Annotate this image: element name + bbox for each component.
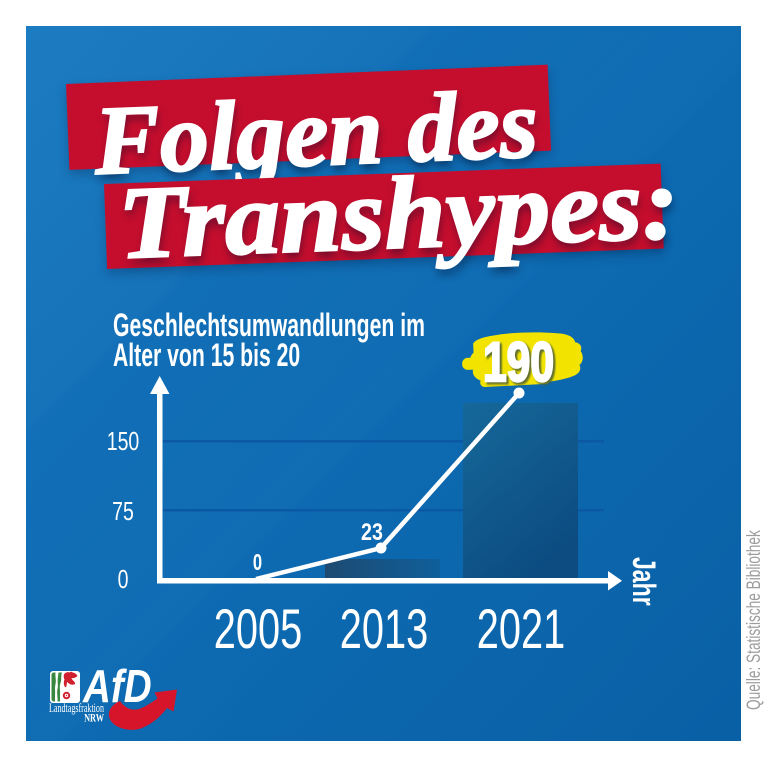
svg-text:2013: 2013: [340, 598, 428, 660]
svg-text:190: 190: [483, 330, 554, 393]
svg-text:Jahr: Jahr: [626, 557, 662, 606]
svg-text:0: 0: [253, 550, 262, 575]
svg-text:NRW: NRW: [84, 712, 104, 725]
svg-text:Landtagsfraktion: Landtagsfraktion: [49, 701, 104, 715]
svg-text:23: 23: [361, 518, 383, 545]
svg-text:190: 190: [485, 332, 556, 395]
svg-text:150: 150: [107, 426, 140, 455]
svg-text:75: 75: [112, 496, 134, 525]
svg-text:2005: 2005: [214, 598, 302, 660]
svg-text:0: 0: [118, 564, 129, 593]
svg-text:2021: 2021: [477, 598, 565, 660]
